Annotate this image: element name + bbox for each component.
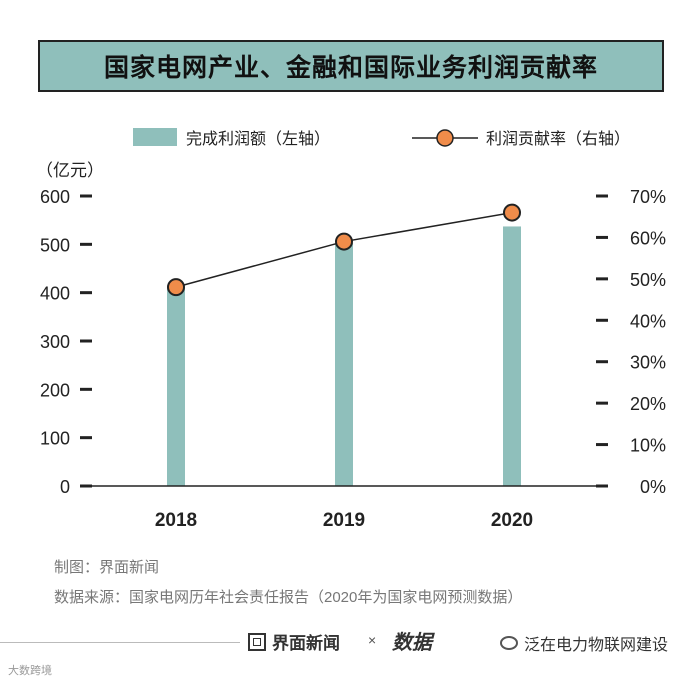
bar — [335, 242, 353, 486]
y-left-tick-label: 600 — [40, 187, 70, 207]
y-right-tick-label: 50% — [630, 270, 666, 290]
bar — [503, 226, 521, 486]
datawise-logo: 数据 — [392, 632, 432, 654]
x-tick-label: 2019 — [323, 510, 365, 531]
y-left-tick-label: 200 — [40, 380, 70, 400]
y-left-tick-label: 300 — [40, 332, 70, 352]
brand-times: × — [368, 632, 377, 648]
y-right-tick-label: 0% — [640, 477, 666, 497]
x-axis-labels: 2018 2019 2020 — [155, 510, 533, 531]
x-tick-label: 2020 — [491, 510, 533, 531]
wechat-icon — [500, 636, 518, 650]
chart-title: 国家电网产业、金融和国际业务利润贡献率 — [103, 54, 598, 82]
y-right-tick-label: 40% — [630, 311, 666, 331]
legend-line-marker — [436, 129, 454, 147]
y-left-tick-label: 100 — [40, 429, 70, 449]
wechat-account: 泛在电力物联网建设 — [500, 631, 668, 655]
y-right-tick-label: 20% — [630, 394, 666, 414]
wechat-account-name: 泛在电力物联网建设 — [524, 637, 669, 654]
y-left-axis: 0 100 200 300 400 500 600 — [40, 187, 92, 497]
bar — [167, 286, 185, 486]
y-right-tick-label: 60% — [630, 228, 666, 248]
y-left-tick-label: 500 — [40, 235, 70, 255]
y-right-tick-label: 10% — [630, 436, 666, 456]
y-right-axis: 0% 10% 20% 30% 40% 50% 60% 70% — [596, 187, 666, 497]
legend-bar-swatch — [133, 128, 177, 146]
jiemian-logo: 界面新闻 — [248, 629, 340, 654]
combo-chart: 完成利润额（左轴） 利润贡献率（右轴） （亿元） 0 100 200 300 400 50… — [36, 128, 666, 531]
brand-divider-left — [0, 642, 240, 643]
line-point — [167, 278, 185, 297]
bar-series — [167, 226, 521, 486]
legend-line-label: 利润贡献率（右轴） — [486, 130, 630, 148]
corner-watermark: 大数跨境 — [8, 665, 52, 677]
chart-credit: 制图：界面新闻 — [54, 559, 160, 576]
y-left-tick-label: 400 — [40, 284, 70, 304]
jiemian-logo-icon — [248, 632, 266, 651]
legend-bar-label: 完成利润额（左轴） — [186, 130, 330, 148]
brand-bar: 界面新闻 × 数据 泛在电力物联网建设 — [0, 626, 700, 660]
line-series — [167, 203, 521, 297]
y-right-tick-label: 70% — [630, 187, 666, 207]
line-point — [335, 232, 353, 251]
jiemian-name: 界面新闻 — [272, 634, 340, 653]
y-right-tick-label: 30% — [630, 353, 666, 373]
x-tick-label: 2018 — [155, 510, 197, 531]
y-left-tick-label: 0 — [60, 477, 70, 497]
chart-title-box: 国家电网产业、金融和国际业务利润贡献率 — [38, 40, 664, 92]
y-left-unit-label: （亿元） — [36, 161, 104, 180]
chart-source: 数据来源：国家电网历年社会责任报告（2020年为国家电网预测数据） — [54, 589, 523, 606]
line-point — [503, 203, 521, 222]
